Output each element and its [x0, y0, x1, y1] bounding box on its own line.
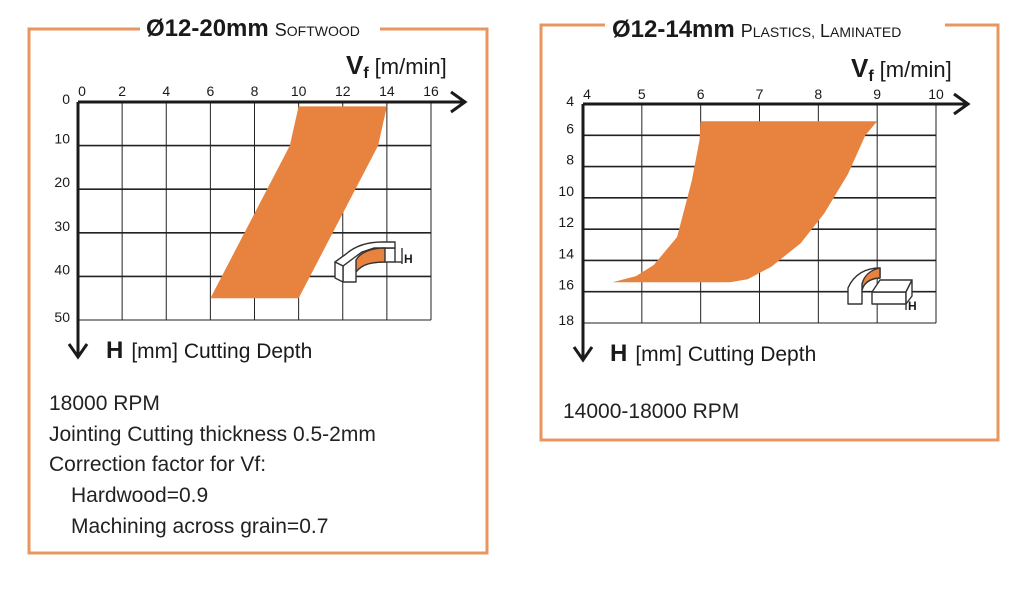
x-tick-label: 9: [873, 86, 881, 102]
x-tick-labels: 4 5 6 7 8 9 10: [583, 86, 944, 102]
x-tick-label: 6: [206, 83, 214, 99]
profile-icon: [334, 241, 403, 283]
x-axis-sub: f: [363, 65, 369, 82]
y-axis-arrow: [572, 346, 594, 363]
y-tick-labels: 4 6 8 10 12 14 16 18: [558, 93, 574, 328]
y-tick-label: 50: [54, 309, 70, 325]
note-line: Jointing Cutting thickness 0.5-2mm: [49, 423, 376, 446]
x-axis-label: V: [346, 50, 364, 80]
x-axis-label: V: [851, 53, 869, 83]
x-tick-label: 4: [583, 86, 591, 102]
y-axis-label: H: [610, 340, 627, 367]
x-tick-labels: 0 2 4 6 8 10 12 14 16: [78, 83, 439, 99]
x-tick-label: 2: [118, 83, 126, 99]
note-line: 18000 RPM: [49, 392, 160, 415]
recommended-feed-region: [210, 106, 387, 299]
y-tick-label: 10: [558, 183, 574, 199]
panel-title-size: Ø12-14mm: [612, 16, 735, 43]
y-tick-label: 6: [566, 120, 574, 136]
y-tick-label: 12: [558, 214, 574, 230]
y-tick-label: 16: [558, 277, 574, 293]
x-tick-label: 4: [162, 83, 170, 99]
panel-title-material: PLASTICS, LAMINATED: [741, 21, 902, 41]
svg-text:H[mm] Cutting Depth: H [mm] Cutting Depth: [610, 340, 816, 367]
x-axis-arrow: [450, 90, 468, 114]
x-tick-label: 16: [423, 83, 439, 99]
note-line: 14000-18000 RPM: [563, 400, 739, 423]
note-line: Machining across grain=0.7: [71, 515, 328, 538]
x-axis-arrow: [953, 92, 971, 116]
note-line: Correction factor for Vf:: [49, 453, 266, 476]
x-axis-unit: [m/min]: [375, 54, 447, 79]
profile-icon-label: H: [404, 252, 413, 266]
y-axis-title: [mm] Cutting Depth: [131, 340, 312, 363]
x-tick-label: 8: [814, 86, 822, 102]
note-line: Hardwood=0.9: [71, 484, 208, 507]
x-tick-label: 10: [928, 86, 944, 102]
y-axis-label: H: [106, 337, 123, 364]
x-tick-label: 12: [335, 83, 351, 99]
y-tick-label: 40: [54, 261, 70, 277]
chart-notes: 18000 RPM Jointing Cutting thickness 0.5…: [49, 392, 376, 538]
x-tick-label: 14: [379, 83, 395, 99]
x-tick-label: 6: [697, 86, 705, 102]
x-tick-label: 10: [291, 83, 307, 99]
panel-title-material: SOFTWOOD: [275, 20, 360, 40]
plastics-chart-panel: Ø12-14mm PLASTICS, LAMINATED 4 5 6 7 8 9 10 4 6 8…: [539, 16, 1000, 442]
y-tick-label: 20: [54, 174, 70, 190]
softwood-chart-panel: Ø12-20mm SOFTWOOD 0 2 4 6 8 10 12 14 16 0 10 20 30 40…: [27, 15, 489, 555]
x-axis-unit: [m/min]: [880, 57, 952, 82]
x-tick-label: 0: [78, 83, 86, 99]
y-tick-label: 8: [566, 152, 574, 168]
svg-text:Vf[m/min]: Vf [m/min]: [346, 50, 447, 82]
y-tick-label: 14: [558, 245, 574, 261]
x-tick-label: 7: [756, 86, 764, 102]
x-axis-sub: f: [868, 68, 874, 85]
svg-text:H[mm] Cutting Depth: H [mm] Cutting Depth: [106, 337, 312, 364]
panel-frame: [27, 27, 489, 555]
x-tick-label: 8: [251, 83, 259, 99]
y-tick-label: 0: [62, 91, 70, 107]
x-tick-label: 5: [638, 86, 646, 102]
panel-title-size: Ø12-20mm: [146, 15, 269, 42]
y-tick-labels: 0 10 20 30 40 50: [54, 91, 70, 325]
y-axis-title: [mm] Cutting Depth: [635, 343, 816, 366]
svg-text:Vf[m/min]: Vf [m/min]: [851, 53, 952, 85]
recommended-feed-region: [612, 121, 878, 283]
y-tick-label: 10: [54, 131, 70, 147]
profile-icon: [847, 267, 913, 310]
panel-frame: [539, 23, 1000, 442]
y-tick-label: 30: [54, 218, 70, 234]
y-tick-label: 18: [558, 312, 574, 328]
y-tick-label: 4: [566, 93, 574, 109]
profile-icon-label: H: [908, 299, 917, 313]
y-axis-arrow: [67, 343, 89, 360]
